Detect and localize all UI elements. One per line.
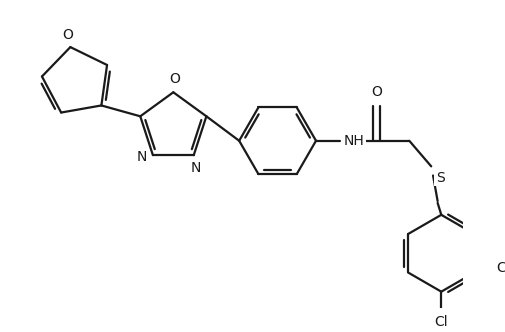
Text: O: O [62,28,73,42]
Text: NH: NH [343,134,364,148]
Text: S: S [436,171,444,185]
Text: Cl: Cl [434,314,448,329]
Text: N: N [190,161,201,175]
Text: Cl: Cl [496,261,505,275]
Text: N: N [137,150,147,164]
Text: O: O [371,85,382,99]
Text: O: O [170,72,181,86]
